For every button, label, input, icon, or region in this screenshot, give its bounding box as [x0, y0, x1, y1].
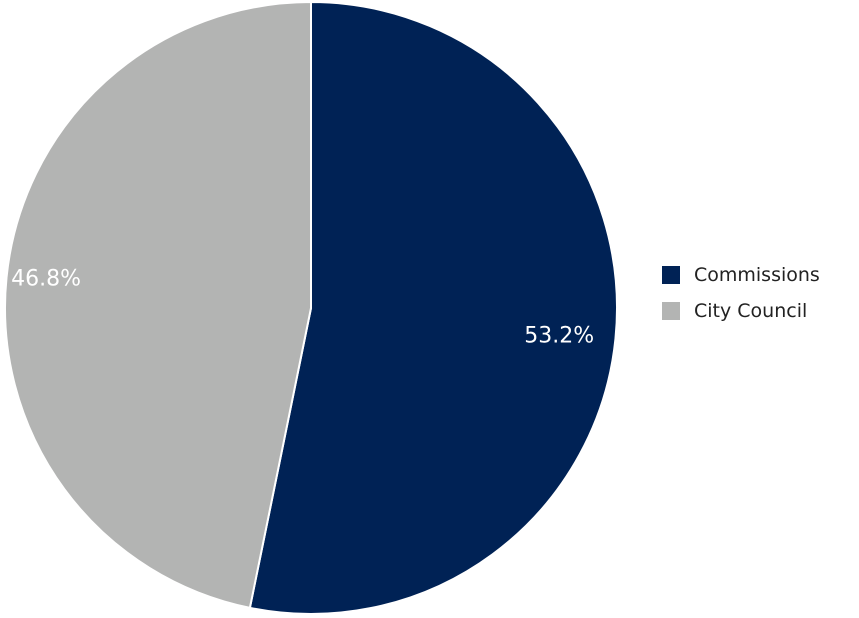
legend: Commissions City Council — [662, 262, 820, 334]
legend-item-city-council: City Council — [662, 298, 820, 324]
slice-label-city-council: 46.8% — [11, 266, 81, 291]
legend-label-city-council: City Council — [694, 300, 808, 322]
legend-item-commissions: Commissions — [662, 262, 820, 288]
pie-slices — [4, 0, 618, 615]
slice-label-commissions: 53.2% — [524, 324, 594, 349]
pie-slice-city-council — [4, 0, 312, 610]
pie-slice-commissions — [248, 0, 618, 615]
legend-swatch-city-council — [662, 302, 680, 320]
pie-slice-labels: 53.2% 46.8% — [11, 266, 594, 348]
legend-swatch-commissions — [662, 266, 680, 284]
legend-label-commissions: Commissions — [694, 264, 820, 286]
